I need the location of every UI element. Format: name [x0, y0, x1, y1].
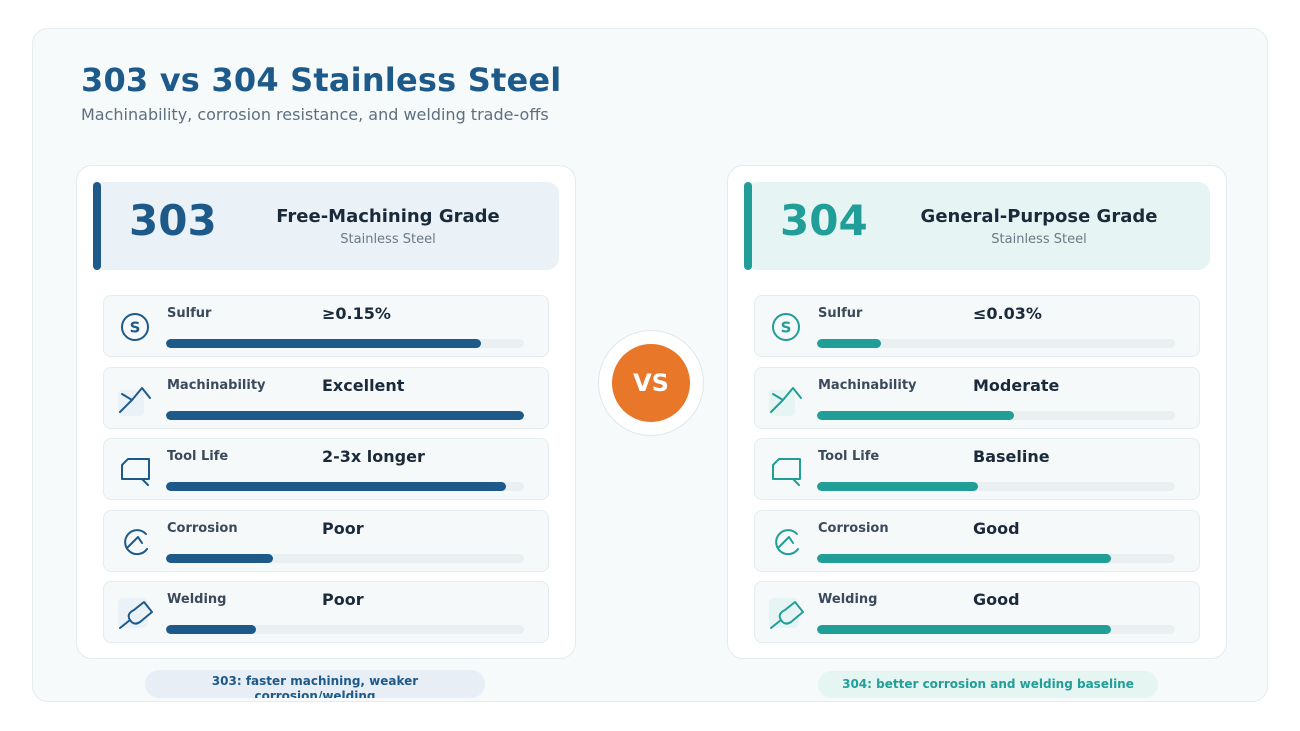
property-value: Poor: [322, 590, 364, 609]
property-value: Excellent: [322, 376, 405, 395]
property-bar-fill: [166, 339, 482, 348]
property-row-corrosion: Corrosion Good: [754, 510, 1200, 572]
grade-304-card: 304 General-Purpose Grade Stainless Stee…: [727, 165, 1227, 659]
corrosion-gauge-icon: [767, 523, 805, 561]
property-value: 2-3x longer: [322, 447, 425, 466]
property-bar-track: [166, 339, 524, 348]
grade-303-number: 303: [129, 196, 217, 245]
property-bar-track: [166, 554, 524, 563]
property-label: Welding: [818, 592, 878, 607]
property-bar-fill: [817, 625, 1111, 634]
property-bar-fill: [166, 554, 274, 563]
property-bar-fill: [166, 411, 524, 420]
grade-304-number: 304: [780, 196, 868, 245]
property-row-machinability: Machinability Moderate: [754, 367, 1200, 429]
infographic-frame: 303 vs 304 Stainless Steel Machinability…: [32, 28, 1268, 702]
property-bar-fill: [817, 339, 882, 348]
property-bar-track: [166, 411, 524, 420]
page-title: 303 vs 304 Stainless Steel: [81, 61, 562, 99]
grade-303-material: Stainless Steel: [340, 232, 436, 247]
grade-303-accent-bar: [93, 182, 101, 270]
property-label: Corrosion: [167, 521, 238, 536]
grade-303-card: 303 Free-Machining Grade Stainless Steel…: [76, 165, 576, 659]
property-row-welding: Welding Good: [754, 581, 1200, 643]
property-bar-fill: [166, 482, 507, 491]
grade-303-header: 303 Free-Machining Grade Stainless Steel: [93, 182, 559, 270]
property-row-sulfur: S Sulfur ≤0.03%: [754, 295, 1200, 357]
grade-303-name: Free-Machining Grade: [276, 206, 500, 227]
grade-304-material: Stainless Steel: [991, 232, 1087, 247]
page-subtitle: Machinability, corrosion resistance, and…: [81, 105, 549, 124]
property-value: Poor: [322, 519, 364, 538]
property-bar-track: [166, 482, 524, 491]
property-row-sulfur: S Sulfur ≥0.15%: [103, 295, 549, 357]
tool-insert-icon: [767, 451, 805, 489]
sulfur-s-icon: S: [116, 308, 154, 346]
sulfur-s-icon: S: [767, 308, 805, 346]
welding-torch-icon: [116, 594, 154, 632]
property-value: Good: [973, 590, 1020, 609]
vs-badge: VS: [612, 344, 690, 422]
property-bar-fill: [166, 625, 256, 634]
property-value: Moderate: [973, 376, 1060, 395]
vs-badge-ring: VS: [598, 330, 704, 436]
property-bar-fill: [817, 411, 1014, 420]
property-value: Good: [973, 519, 1020, 538]
grade-304-name: General-Purpose Grade: [920, 206, 1158, 227]
property-label: Tool Life: [818, 449, 880, 464]
cutting-tool-icon: [116, 380, 154, 418]
property-label: Machinability: [167, 378, 266, 393]
property-bar-track: [817, 625, 1175, 634]
property-bar-fill: [817, 554, 1111, 563]
property-value: ≥0.15%: [322, 304, 391, 323]
grade-304-header: 304 General-Purpose Grade Stainless Stee…: [744, 182, 1210, 270]
property-value: Baseline: [973, 447, 1050, 466]
property-row-welding: Welding Poor: [103, 581, 549, 643]
grade-303-summary: 303: faster machining, weaker corrosion/…: [145, 670, 485, 698]
tool-insert-icon: [116, 451, 154, 489]
cutting-tool-icon: [767, 380, 805, 418]
property-label: Sulfur: [167, 306, 212, 321]
property-row-machinability: Machinability Excellent: [103, 367, 549, 429]
welding-torch-icon: [767, 594, 805, 632]
property-label: Tool Life: [167, 449, 229, 464]
property-row-tool-life: Tool Life 2-3x longer: [103, 438, 549, 500]
svg-text:S: S: [781, 319, 792, 337]
grade-304-summary: 304: better corrosion and welding baseli…: [818, 671, 1158, 698]
property-bar-track: [817, 554, 1175, 563]
corrosion-gauge-icon: [116, 523, 154, 561]
property-bar-track: [817, 339, 1175, 348]
property-row-corrosion: Corrosion Poor: [103, 510, 549, 572]
svg-text:S: S: [130, 319, 141, 337]
property-label: Welding: [167, 592, 227, 607]
property-bar-track: [817, 482, 1175, 491]
property-value: ≤0.03%: [973, 304, 1042, 323]
property-row-tool-life: Tool Life Baseline: [754, 438, 1200, 500]
property-label: Machinability: [818, 378, 917, 393]
grade-304-accent-bar: [744, 182, 752, 270]
property-bar-track: [166, 625, 524, 634]
property-label: Sulfur: [818, 306, 863, 321]
property-bar-track: [817, 411, 1175, 420]
property-label: Corrosion: [818, 521, 889, 536]
property-bar-fill: [817, 482, 979, 491]
